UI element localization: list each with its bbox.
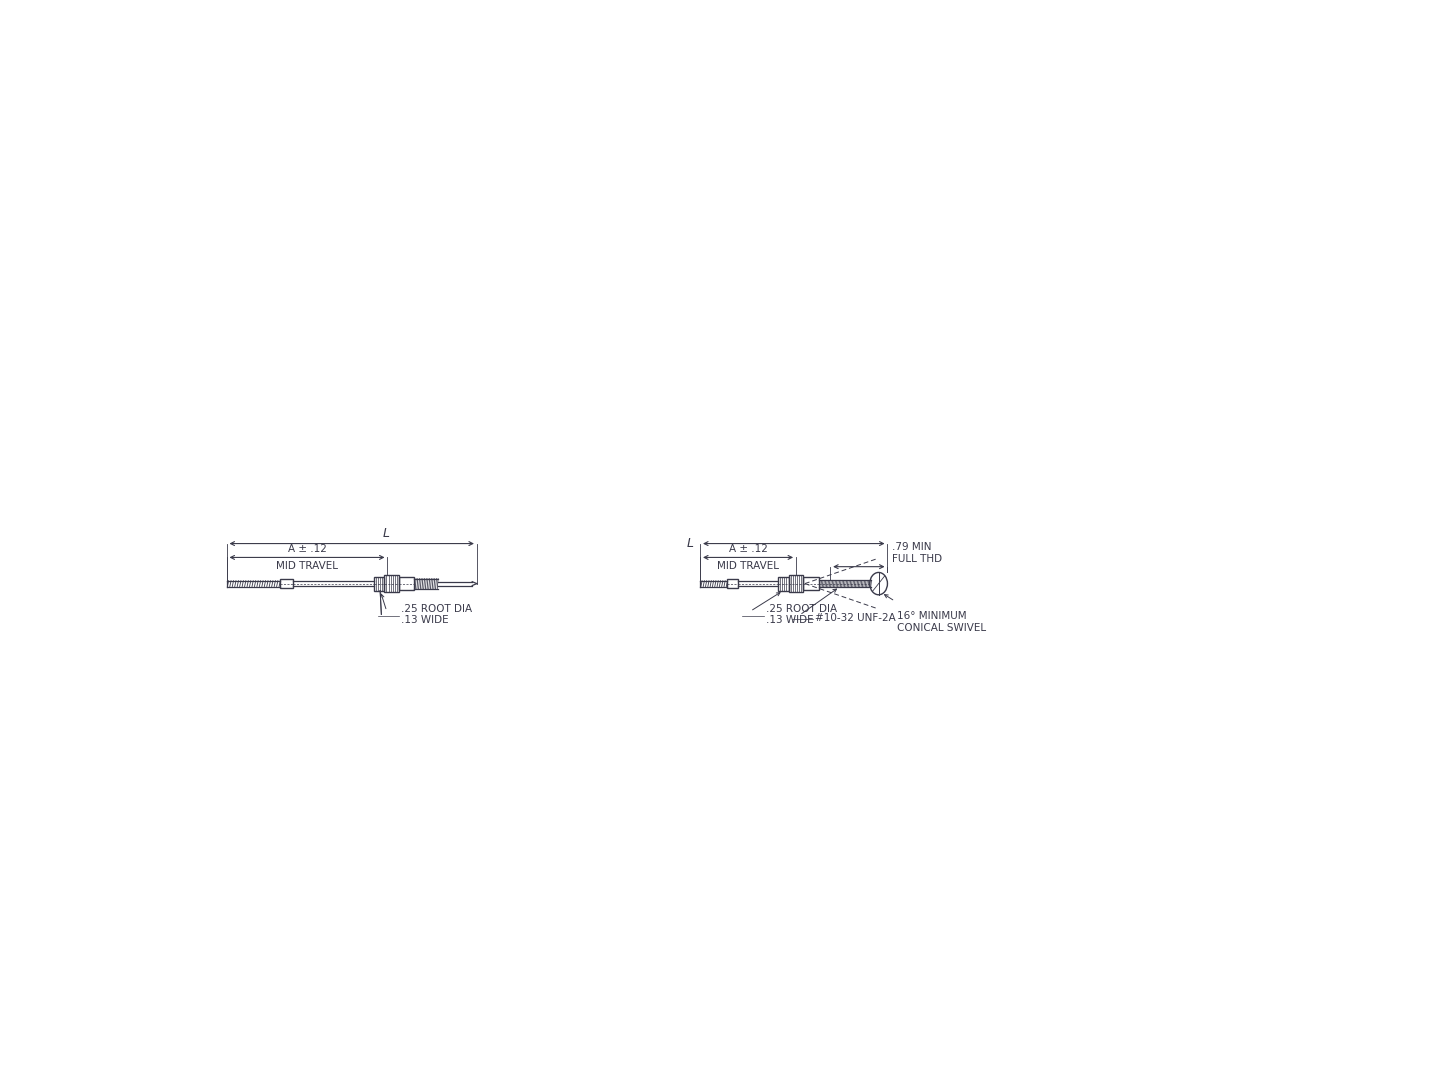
Bar [280,579,293,589]
Text: .13 WIDE: .13 WIDE [400,616,448,625]
Text: #10-32 UNF-2A: #10-32 UNF-2A [815,614,896,623]
Text: L: L [383,528,390,541]
Bar [399,578,415,590]
Text: .25 ROOT DIA: .25 ROOT DIA [400,605,471,615]
Text: A ± .12: A ± .12 [728,544,767,554]
Text: L: L [686,537,694,550]
Text: .13 WIDE: .13 WIDE [766,616,814,625]
Bar [789,576,803,592]
Text: MID TRAVEL: MID TRAVEL [717,560,779,570]
Text: 16° MINIMUM
CONICAL SWIVEL: 16° MINIMUM CONICAL SWIVEL [897,610,985,633]
Bar [374,577,384,591]
Bar [384,576,399,592]
Text: A ± .12: A ± .12 [288,544,327,554]
Text: .79 MIN
FULL THD: .79 MIN FULL THD [892,542,942,565]
Bar [777,577,789,591]
Text: .25 ROOT DIA: .25 ROOT DIA [766,605,837,615]
Bar [803,578,819,590]
Text: MID TRAVEL: MID TRAVEL [276,560,338,570]
Bar [727,579,738,589]
